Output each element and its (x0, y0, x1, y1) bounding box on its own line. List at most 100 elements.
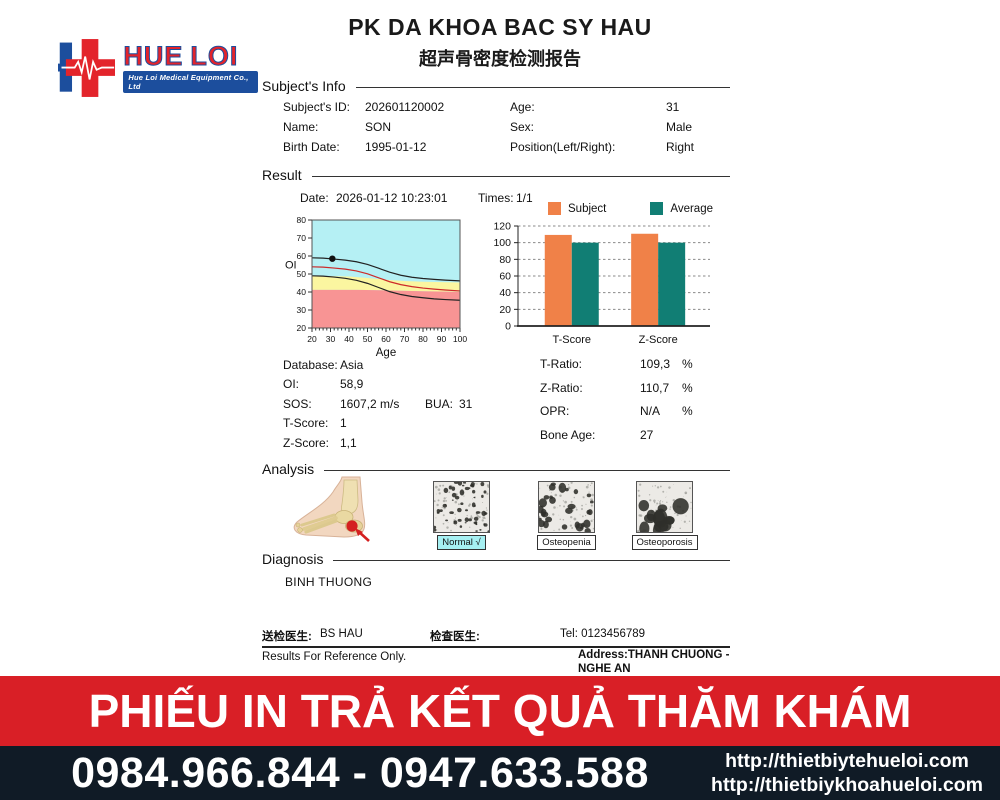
promo-banner: PHIẾU IN TRẢ KẾT QUẢ THĂM KHÁM (0, 676, 1000, 746)
oi-age-chart: 20 30 40 50 60 70 80 20 30 40 50 60 70 80 90 100 OI Age (285, 215, 467, 359)
svg-text:120: 120 (493, 221, 511, 233)
measurement-row: T-Ratio: 109,3 % (540, 357, 693, 381)
address-block: Address:THANH CHUONG - NGHE AN (578, 649, 729, 676)
measurement-label: BUA: (425, 396, 454, 411)
measurement-row: T-Score: 1 (283, 416, 472, 435)
address-line1: Address:THANH CHUONG - (578, 649, 730, 661)
measurement-value: 1,1 (340, 435, 357, 450)
field-value: Male (666, 120, 693, 134)
svg-text:60: 60 (499, 271, 511, 283)
measurement-value: 31 (459, 396, 473, 411)
legend-label: Subject (568, 202, 607, 215)
subject-info-row: Subject's ID: 202601120002 Age: 31 (283, 100, 723, 120)
svg-text:Age: Age (376, 347, 396, 359)
footer-divider (262, 646, 730, 648)
logo: HUE LOI Hue Loi Medical Equipment Co., Lt… (58, 33, 258, 103)
bone-status-label-normal: Normal √ (437, 535, 486, 550)
legend-item-average: Average (650, 202, 713, 215)
subject-info-row: Name: SON Sex: Male (283, 120, 723, 140)
measurement-value: 27 (640, 427, 654, 442)
measurement-unit: % (682, 404, 693, 418)
svg-text:0: 0 (505, 321, 511, 333)
svg-text:30: 30 (326, 334, 336, 344)
field-label: Name: (283, 120, 319, 134)
measurement-row: OPR: N/A % (540, 404, 693, 428)
svg-text:Z-Score: Z-Score (639, 334, 678, 346)
bone-texture-osteoporosis: Osteoporosis (631, 481, 698, 550)
measurement-label: OPR: (540, 404, 570, 418)
field-label: Sex: (510, 120, 535, 134)
reference-note: Results For Reference Only. (262, 651, 407, 663)
measurement-value: 110,7 (640, 380, 670, 395)
measurement-row: Z-Ratio: 110,7 % (540, 381, 693, 405)
times-label: Times: (478, 191, 514, 205)
times-value: 1/1 (516, 191, 533, 205)
field-label: Age: (510, 100, 535, 114)
logo-name: HUE LOI (123, 41, 239, 71)
field-label: Position(Left/Right): (510, 140, 616, 154)
measurement-value: 58,9 (340, 377, 364, 392)
bone-texture-image (538, 481, 595, 533)
field-value: 202601120002 (365, 100, 445, 114)
measurement-value: 109,3 (640, 357, 671, 371)
measurement-value: 1 (340, 416, 347, 431)
tel-value: Tel: 0123456789 (560, 628, 646, 640)
svg-text:40: 40 (499, 287, 511, 299)
bone-status-label-osteoporosis: Osteoporosis (631, 535, 698, 550)
measurement-value: N/A (640, 404, 661, 418)
svg-text:50: 50 (363, 334, 373, 344)
field-value: 31 (666, 100, 680, 114)
legend-label: Average (670, 202, 713, 215)
date-label: Date: (300, 191, 329, 205)
foot-diagram (286, 474, 374, 549)
measurement-value: 1607,2 m/s (340, 396, 400, 411)
contact-bar: 0984.966.844 - 0947.633.588 http://thiet… (0, 746, 1000, 800)
page-title: PK DA KHOA BAC SY HAU (348, 14, 652, 40)
measurement-row: Bone Age: 27 (540, 428, 693, 452)
section-title-analysis: Analysis (262, 461, 315, 477)
bone-texture-osteopenia: Osteopenia (537, 481, 596, 550)
measurement-unit: % (682, 380, 693, 395)
section-divider (333, 559, 730, 561)
logo-tagline: Hue Loi Medical Equipment Co., Ltd (123, 71, 258, 93)
measurement-value: Asia (340, 358, 364, 372)
diagnosis-value: BINH THUONG (285, 575, 373, 589)
section-diagnosis: Diagnosis (262, 551, 730, 567)
svg-text:60: 60 (297, 251, 307, 261)
field-value: Right (666, 140, 695, 154)
section-subject-info: Subject's Info (262, 78, 730, 94)
svg-text:40: 40 (344, 334, 354, 344)
svg-text:T-Score: T-Score (553, 334, 592, 346)
section-divider (324, 469, 730, 471)
section-title-subject-info: Subject's Info (262, 78, 346, 94)
bone-status-label-osteopenia: Osteopenia (537, 535, 596, 550)
legend-item-subject: Subject (548, 202, 606, 215)
section-result: Result (262, 167, 730, 183)
legend-swatch (650, 202, 664, 215)
svg-text:70: 70 (400, 334, 410, 344)
measurement-label: T-Ratio: (540, 357, 583, 371)
field-value: SON (365, 120, 392, 134)
logo-name-loi: LOI (190, 41, 239, 71)
section-divider (311, 175, 730, 177)
field-value: 1995-01-12 (365, 140, 427, 154)
medical-cross-icon (58, 39, 116, 97)
score-bar-chart: 0 20 40 60 80 100 120 T-Score Z-Score (493, 221, 710, 346)
field-label: Subject's ID: (283, 100, 350, 114)
measurement-label: SOS: (283, 396, 312, 411)
svg-text:20: 20 (297, 323, 307, 333)
svg-text:90: 90 (437, 334, 447, 344)
svg-text:40: 40 (297, 287, 307, 297)
address-line2: NGHE AN (578, 662, 631, 675)
section-divider (355, 86, 730, 88)
examining-doctor-label: 检查医生: (430, 631, 480, 643)
measurement-unit: % (682, 357, 693, 371)
website-urls: http://thietbiytehueloi.com http://thiet… (698, 749, 996, 797)
section-title-result: Result (262, 167, 302, 183)
section-title-diagnosis: Diagnosis (262, 551, 324, 567)
promo-banner-text: PHIẾU IN TRẢ KẾT QUẢ THĂM KHÁM (88, 685, 912, 737)
logo-name-hue: HUE (123, 41, 184, 71)
subject-info-grid: Subject's ID: 202601120002 Age: 31 Name:… (283, 100, 723, 160)
measurement-label: Database: (283, 358, 338, 372)
